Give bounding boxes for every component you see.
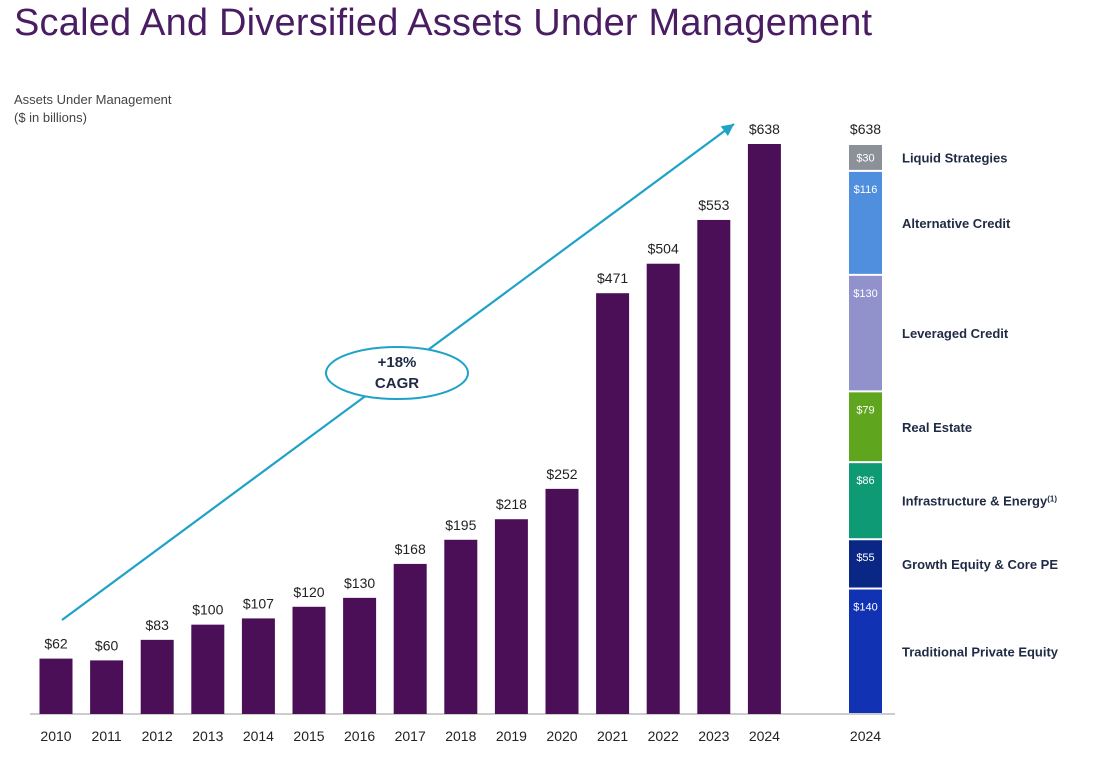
tick-label-2018: 2018: [445, 728, 476, 744]
stack-segment-traditional-private-equity: [849, 589, 882, 713]
tick-label-2016: 2016: [344, 728, 375, 744]
stack-value-leveraged-credit: $130: [853, 288, 877, 300]
stack-segment-leveraged-credit: [849, 275, 882, 391]
bar-2019: [494, 519, 528, 714]
legend-label-growth-equity-core-pe: Growth Equity & Core PE: [902, 557, 1058, 572]
legend-label-liquid-strategies: Liquid Strategies: [902, 150, 1007, 165]
tick-label-2012: 2012: [142, 728, 173, 744]
cagr-arrow-head: [720, 124, 734, 136]
legend-label-traditional-private-equity: Traditional Private Equity: [902, 644, 1059, 659]
cagr-label-line2: CAGR: [375, 375, 419, 392]
bar-2011: [90, 660, 124, 714]
tick-label-2022: 2022: [648, 728, 679, 744]
subtitle-line-2: ($ in billions): [14, 110, 87, 125]
bar-2015: [292, 606, 326, 714]
bar-2022: [646, 263, 680, 714]
bar-2012: [140, 639, 174, 714]
bar-2021: [596, 293, 630, 714]
tick-label-2014: 2014: [243, 728, 274, 744]
value-label-2012: $83: [146, 617, 170, 633]
bar-2017: [393, 563, 427, 714]
stack-total-label: $638: [850, 121, 881, 137]
stack-segment-infrastructure-energy: [849, 463, 882, 539]
stack-tick-label: 2024: [850, 728, 881, 744]
bar-2010: [39, 658, 73, 714]
bar-2013: [191, 624, 225, 714]
stack-segment-liquid-strategies: [849, 145, 882, 170]
value-label-2021: $471: [597, 270, 628, 286]
page-title: Scaled And Diversified Assets Under Mana…: [14, 2, 873, 44]
tick-label-2017: 2017: [395, 728, 426, 744]
bar-2014: [241, 618, 275, 714]
stack-segment-alternative-credit: [849, 171, 882, 274]
stack-value-liquid-strategies: $30: [856, 152, 874, 164]
stack-value-traditional-private-equity: $140: [853, 602, 877, 614]
legend-label-infrastructure-energy: Infrastructure & Energy(1): [902, 494, 1057, 509]
bar-2018: [444, 539, 478, 714]
footnote-marker: (1): [1047, 494, 1057, 503]
value-label-2014: $107: [243, 595, 274, 611]
tick-label-2011: 2011: [92, 728, 122, 744]
value-label-2016: $130: [344, 575, 375, 591]
legend-label-alternative-credit: Alternative Credit: [902, 216, 1011, 231]
value-label-2023: $553: [698, 197, 729, 213]
bar-2016: [343, 597, 377, 714]
legend-label-leveraged-credit: Leveraged Credit: [902, 326, 1009, 341]
value-label-2010: $62: [44, 636, 68, 652]
value-label-2013: $100: [192, 602, 223, 618]
tick-label-2019: 2019: [496, 728, 527, 744]
stack-segment-real-estate: [849, 392, 882, 462]
value-label-2020: $252: [546, 466, 577, 482]
bar-2024: [747, 144, 781, 714]
tick-label-2013: 2013: [192, 728, 223, 744]
tick-label-2020: 2020: [546, 728, 577, 744]
tick-label-2015: 2015: [293, 728, 324, 744]
value-label-2011: $60: [95, 637, 119, 653]
subtitle-line-1: Assets Under Management: [14, 92, 172, 107]
value-label-2017: $168: [395, 541, 426, 557]
value-label-2019: $218: [496, 496, 527, 512]
cagr-ellipse: [325, 346, 469, 400]
chart-subtitle: Assets Under Management ($ in billions): [14, 91, 172, 127]
value-label-2015: $120: [293, 584, 324, 600]
stack-value-growth-equity-core-pe: $55: [856, 552, 874, 564]
stack-value-alternative-credit: $116: [854, 184, 878, 196]
value-label-2022: $504: [648, 241, 679, 257]
tick-label-2010: 2010: [40, 728, 71, 744]
stack-value-infrastructure-energy: $86: [856, 475, 874, 487]
tick-label-2021: 2021: [597, 728, 628, 744]
value-label-2018: $195: [445, 517, 476, 533]
value-label-2024: $638: [749, 121, 780, 137]
tick-label-2023: 2023: [698, 728, 729, 744]
bar-2020: [545, 488, 579, 714]
stack-value-real-estate: $79: [856, 404, 874, 416]
bar-2023: [697, 219, 731, 715]
tick-label-2024: 2024: [749, 728, 780, 744]
cagr-label-line1: +18%: [378, 354, 417, 371]
legend-label-real-estate: Real Estate: [902, 420, 972, 435]
stack-segment-growth-equity-core-pe: [849, 540, 882, 588]
